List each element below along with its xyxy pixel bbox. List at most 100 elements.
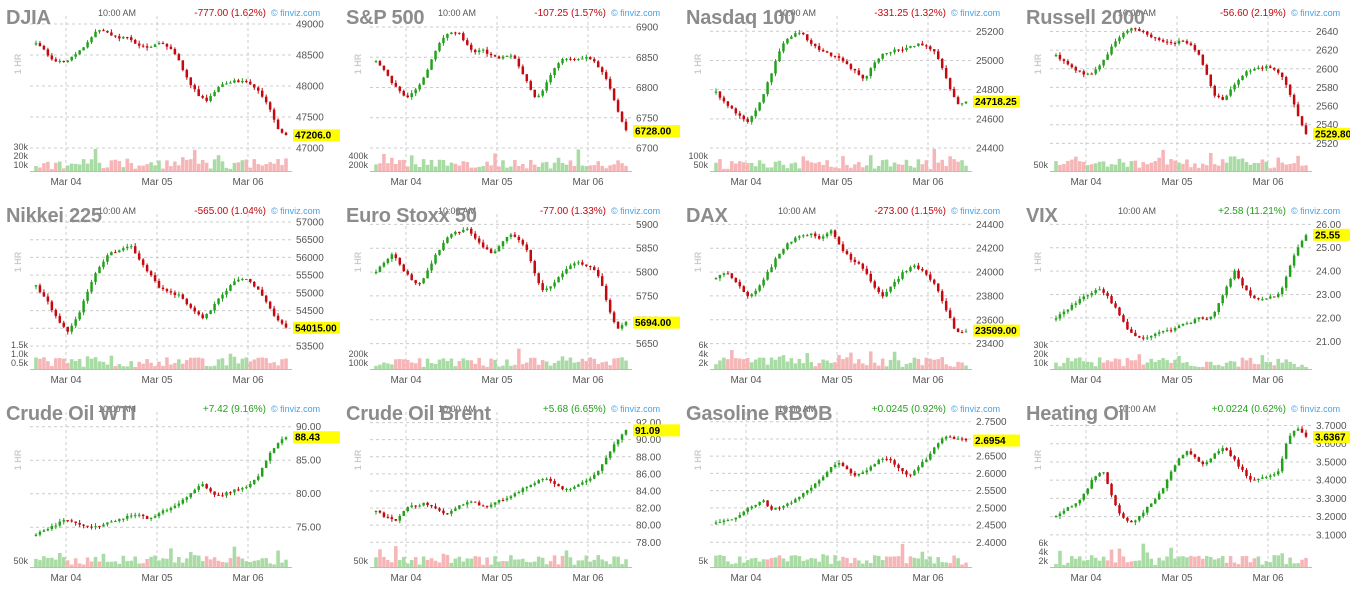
volume-bar (121, 555, 126, 567)
candle (382, 65, 386, 72)
volume-bar (560, 162, 565, 171)
volume-bar (58, 552, 62, 567)
volume-bar (264, 164, 268, 171)
candle (857, 68, 861, 76)
chart-panel-crude-oil-wti[interactable]: 90.00 85.00 80.00 75.00 Mar 04 Mar 05 Mar 06 50… (0, 396, 340, 594)
volume-bar (65, 362, 70, 369)
volume-bar (1248, 357, 1253, 369)
candle (1146, 506, 1149, 516)
chart-panel-sandp-500[interactable]: 6900 6850 6800 6750 6700 Mar 04 Mar 05 Mar 06 40… (340, 0, 680, 198)
chart-panel-dax[interactable]: 24400 24200 24000 23800 23600 23400 Mar 04 Mar … (680, 198, 1020, 396)
candle (616, 321, 620, 329)
candle (1265, 475, 1268, 480)
candle (233, 78, 236, 84)
candle (770, 504, 773, 511)
candle (790, 241, 793, 245)
volume-bar (461, 561, 466, 567)
candle (1300, 426, 1304, 433)
chart-canvas: 2.75002.70002.65002.60002.55002.50002.45… (693, 412, 1020, 584)
volume-bar (761, 357, 766, 369)
volume-tick-label: 4k (698, 349, 708, 359)
candle (718, 274, 722, 282)
volume-bar (161, 558, 165, 567)
candle (438, 41, 441, 53)
volume-bar (153, 366, 157, 369)
candle (794, 31, 797, 38)
candle (529, 79, 533, 91)
chart-panel-vix[interactable]: 26.00 25.00 24.00 23.00 22.00 21.00 Mar 04 Mar … (1020, 198, 1350, 396)
candle (450, 508, 453, 517)
candle (513, 492, 517, 498)
candle (237, 486, 240, 492)
volume-bar (592, 165, 597, 171)
candle (944, 65, 948, 80)
volume-bar (69, 359, 74, 369)
last-price-label: 2.6954 (975, 436, 1006, 447)
volume-bar (188, 357, 193, 369)
volume-bar (888, 166, 893, 171)
volume-bar (948, 563, 952, 567)
volume-tick-label: 4k (1038, 547, 1048, 557)
candle (450, 233, 453, 239)
candle (114, 35, 117, 38)
volume-bar (272, 564, 276, 567)
candle (1257, 65, 1260, 70)
volume-bar (868, 155, 873, 171)
volume-bar (722, 555, 726, 567)
candle (1300, 239, 1304, 248)
chart-panel-russell-2000[interactable]: 2640 2620 2600 2580 2560 2540 2520 Mar 04 Mar 05… (1020, 0, 1350, 198)
candle (1296, 244, 1300, 257)
volume-bar (734, 358, 738, 369)
candle (952, 86, 956, 98)
volume-bar (813, 366, 817, 369)
volume-bar (841, 359, 845, 369)
volume-bar (797, 168, 802, 171)
chart-panel-djia[interactable]: 49000 48500 48000 47500 47000 Mar 04 Mar 05 Mar… (0, 0, 340, 198)
volume-bar (457, 361, 462, 369)
volume-bar (1173, 160, 1177, 171)
chart-panel-gasoline-rbob[interactable]: 2.75002.70002.65002.60002.55002.50002.45… (680, 396, 1020, 594)
chart-panel-crude-oil-brent[interactable]: 92.00 90.00 88.00 86.00 84.00 82.00 80.00 78.00… (340, 396, 680, 594)
volume-bar (620, 163, 624, 171)
y-tick-label: 92.00 (636, 418, 661, 429)
volume-bar (89, 358, 94, 369)
volume-bar (1224, 162, 1229, 171)
volume-bar (1205, 165, 1209, 171)
volume-bar (1252, 162, 1257, 171)
candle (1134, 519, 1137, 526)
candle (1173, 326, 1177, 333)
volume-bar (536, 556, 541, 567)
candle (1284, 275, 1288, 291)
candle (133, 38, 137, 45)
candle (754, 107, 757, 119)
candle (501, 497, 505, 502)
volume-bar (1066, 562, 1070, 567)
chart-panel-heating-oil[interactable]: 3.7000 3.6000 3.5000 3.4000 3.3000 3.2000 3.10… (1020, 396, 1350, 594)
candle (925, 457, 928, 463)
volume-bar (1097, 161, 1102, 171)
candle (1269, 64, 1272, 69)
candle (565, 57, 568, 62)
candle (245, 278, 248, 281)
candle (956, 328, 960, 333)
volume-bar (1157, 157, 1161, 171)
candle (50, 523, 54, 532)
candle (782, 505, 785, 510)
volume-bar (1125, 166, 1130, 171)
candle (1138, 27, 1141, 32)
volume-bar (612, 556, 616, 567)
timestamp: 10:00 AM (778, 8, 817, 18)
candle (438, 507, 441, 512)
volume-bar (236, 162, 241, 171)
candle (581, 480, 584, 486)
candle (34, 284, 38, 290)
chart-panel-nikkei-225[interactable]: 5700056500560005550055000545005400053500… (0, 198, 340, 396)
volume-bar (1212, 559, 1217, 567)
volume-bar (568, 357, 573, 369)
candle (1201, 316, 1205, 320)
timestamp: 10:00 AM (1118, 404, 1157, 414)
candle (1122, 32, 1125, 40)
volume-bar (1066, 357, 1070, 369)
chart-panel-nasdaq-100[interactable]: 25200 25000 24800 24600 24400 Mar 04 Mar 05 Mar… (680, 0, 1020, 198)
